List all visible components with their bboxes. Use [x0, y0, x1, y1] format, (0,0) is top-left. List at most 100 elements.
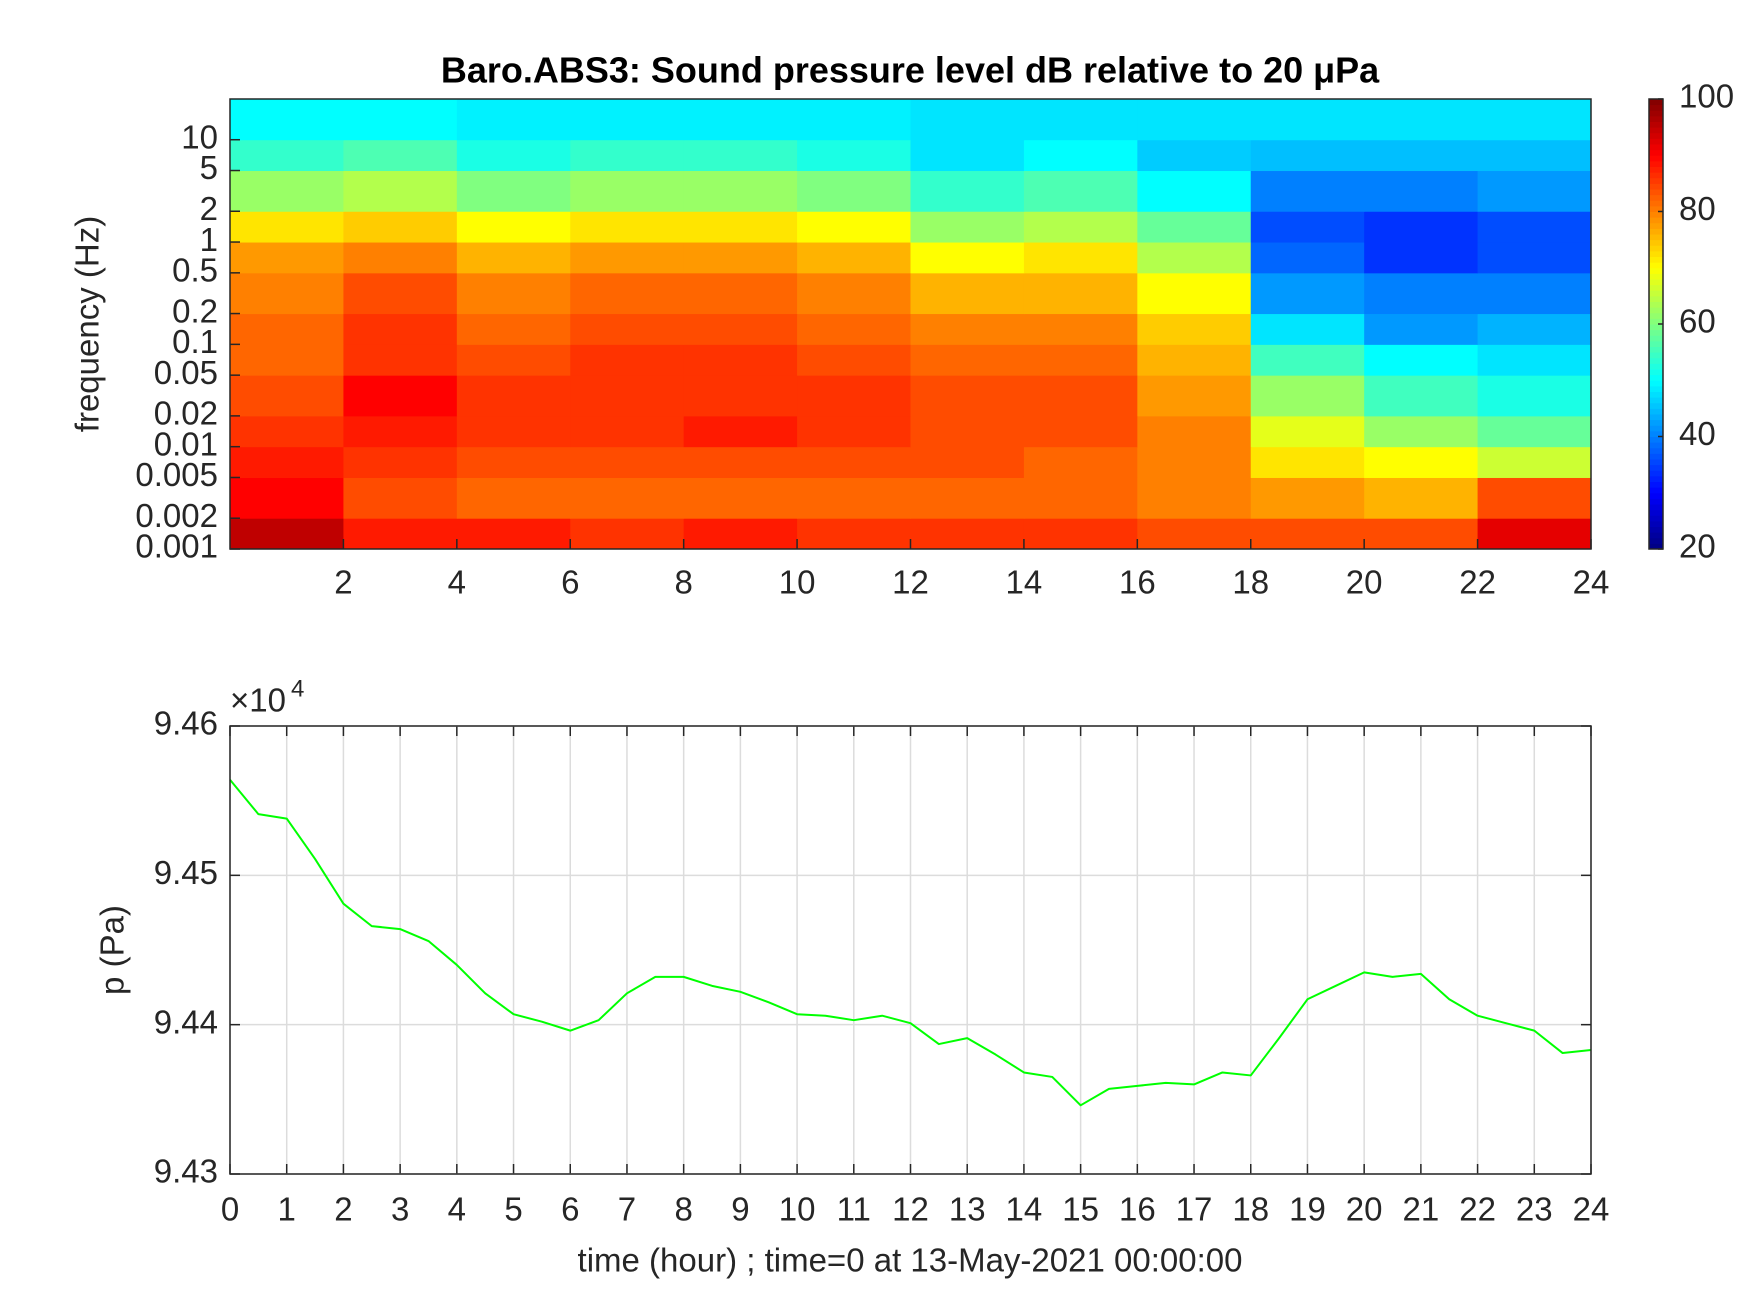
x-tick-label: 21: [1403, 1191, 1440, 1228]
x-tick-label: 10: [779, 564, 816, 601]
x-tick-label: 15: [1062, 1191, 1099, 1228]
x-tick-label: 22: [1459, 564, 1496, 601]
x-tick-label: 8: [674, 1191, 692, 1228]
heatmap-cell: [343, 477, 458, 519]
heatmap-cell: [570, 446, 685, 478]
heatmap-cell: [1023, 477, 1138, 519]
heatmap-cell: [910, 99, 1025, 141]
colorbar-swatch: [1649, 475, 1663, 482]
colorbar-swatch: [1649, 177, 1663, 184]
colorbar-swatch: [1649, 425, 1663, 432]
heatmap-cell: [1477, 477, 1592, 519]
heatmap-cell: [570, 139, 685, 172]
heatmap-cell: [1364, 242, 1479, 274]
heatmap-cell: [343, 518, 458, 550]
colorbar-swatch: [1649, 380, 1663, 387]
y-tick-label: 10: [181, 118, 218, 155]
colorbar-swatch: [1649, 189, 1663, 196]
heatmap-cell: [456, 375, 571, 417]
heatmap-cell: [343, 211, 458, 243]
colorbar-swatch: [1649, 166, 1663, 173]
x-tick-label: 3: [391, 1191, 409, 1228]
heatmap-cell: [1250, 344, 1365, 376]
heatmap-cell: [343, 139, 458, 172]
heatmap-cell: [456, 272, 571, 315]
colorbar-swatch: [1649, 520, 1663, 527]
heatmap-cell: [910, 272, 1025, 315]
heatmap-cell: [683, 242, 798, 274]
heatmap-cell: [1023, 415, 1138, 448]
colorbar-swatch: [1649, 408, 1663, 415]
heatmap-cell: [1477, 139, 1592, 172]
colorbar-swatch: [1649, 324, 1663, 331]
heatmap-cell: [1364, 272, 1479, 315]
colorbar-swatch: [1649, 318, 1663, 325]
colorbar-swatch: [1649, 374, 1663, 381]
y-tick-label: 0.001: [135, 528, 218, 565]
colorbar-swatch: [1649, 335, 1663, 342]
heatmap-cell: [570, 313, 685, 345]
x-tick-label: 17: [1176, 1191, 1213, 1228]
colorbar-swatch: [1649, 526, 1663, 533]
heatmap-cell: [1364, 518, 1479, 550]
heatmap-cell: [1250, 518, 1365, 550]
heatmap-cell: [910, 518, 1025, 550]
heatmap-cell: [230, 211, 344, 243]
heatmap-cell: [683, 375, 798, 417]
colorbar-swatch: [1649, 149, 1663, 156]
heatmap-cell: [1023, 99, 1138, 141]
heatmap-cell: [683, 477, 798, 519]
colorbar-swatch: [1649, 245, 1663, 252]
heatmap-cell: [1364, 313, 1479, 345]
colorbar-swatch: [1649, 194, 1663, 201]
colorbar-swatch: [1649, 222, 1663, 229]
plot-frame: [229, 725, 1592, 1175]
heatmap-cell: [1477, 313, 1592, 345]
colorbar-swatch: [1649, 352, 1663, 359]
x-axis-label: time (hour) ; time=0 at 13-May-2021 00:0…: [578, 1242, 1243, 1279]
colorbar-swatch: [1649, 155, 1663, 162]
x-tick-label: 8: [674, 564, 692, 601]
heatmap-cell: [910, 446, 1025, 478]
y-tick-label: 9.43: [154, 1153, 218, 1190]
heatmap-cell: [1137, 272, 1252, 315]
heatmap-cell: [1137, 170, 1252, 212]
colorbar-swatch: [1649, 115, 1663, 122]
colorbar-swatch: [1649, 205, 1663, 212]
heatmap-cell: [683, 446, 798, 478]
x-tick-label: 18: [1232, 1191, 1269, 1228]
heatmap-cell: [1477, 99, 1592, 141]
heatmap-cell: [1137, 211, 1252, 243]
heatmap-cell: [1137, 446, 1252, 478]
x-tick-label: 4: [448, 1191, 466, 1228]
y-tick-label: 0.005: [135, 456, 218, 493]
x-tick-label: 5: [504, 1191, 522, 1228]
colorbar-swatch: [1649, 357, 1663, 364]
heatmap-cell: [1137, 99, 1252, 141]
colorbar-swatch: [1649, 414, 1663, 421]
colorbar-swatch: [1649, 402, 1663, 409]
colorbar-swatch: [1649, 492, 1663, 499]
heatmap-cell: [910, 211, 1025, 243]
colorbar-swatch: [1649, 307, 1663, 314]
colorbar-swatch: [1649, 273, 1663, 280]
heatmap-cell: [1137, 415, 1252, 448]
heatmap-cell: [910, 344, 1025, 376]
heatmap-cell: [683, 211, 798, 243]
colorbar-swatch: [1649, 453, 1663, 460]
colorbar-swatch: [1649, 459, 1663, 466]
colorbar-swatch: [1649, 430, 1663, 437]
heatmap-cell: [570, 99, 685, 141]
y-axis-label: p (Pa): [94, 905, 131, 995]
heatmap-cell: [1137, 375, 1252, 417]
heatmap-cell: [683, 518, 798, 550]
heatmap-cell: [343, 415, 458, 448]
x-tick-label: 22: [1459, 1191, 1496, 1228]
heatmap-cell: [1250, 139, 1365, 172]
x-tick-label: 9: [731, 1191, 749, 1228]
colorbar-swatch: [1649, 228, 1663, 235]
heatmap-cell: [797, 170, 911, 212]
heatmap-cell: [343, 272, 458, 315]
heatmap-cell: [456, 518, 571, 550]
heatmap-cell: [456, 415, 571, 448]
